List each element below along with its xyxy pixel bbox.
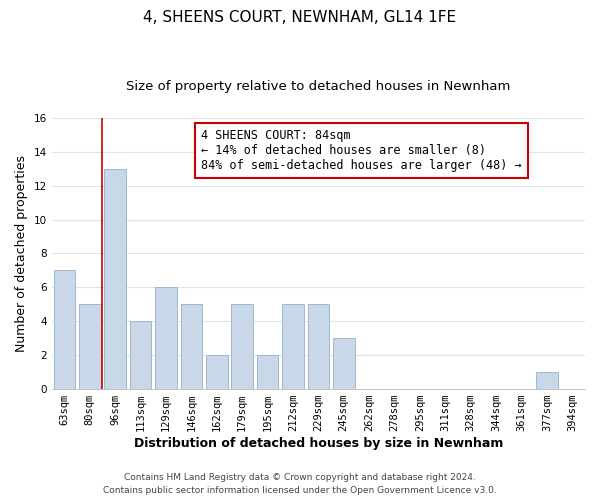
Bar	[79, 304, 101, 389]
Bar	[232, 304, 253, 389]
Bar	[181, 304, 202, 389]
Bar	[282, 304, 304, 389]
Text: 4, SHEENS COURT, NEWNHAM, GL14 1FE: 4, SHEENS COURT, NEWNHAM, GL14 1FE	[143, 10, 457, 25]
Bar	[257, 355, 278, 389]
X-axis label: Distribution of detached houses by size in Newnham: Distribution of detached houses by size …	[134, 437, 503, 450]
Bar	[308, 304, 329, 389]
Bar	[206, 355, 227, 389]
Bar	[333, 338, 355, 389]
Bar	[104, 168, 126, 389]
Bar	[155, 288, 177, 389]
Bar	[536, 372, 557, 389]
Bar	[53, 270, 75, 389]
Text: Contains HM Land Registry data © Crown copyright and database right 2024.
Contai: Contains HM Land Registry data © Crown c…	[103, 473, 497, 495]
Title: Size of property relative to detached houses in Newnham: Size of property relative to detached ho…	[126, 80, 511, 93]
Bar	[130, 322, 151, 389]
Y-axis label: Number of detached properties: Number of detached properties	[15, 155, 28, 352]
Text: 4 SHEENS COURT: 84sqm
← 14% of detached houses are smaller (8)
84% of semi-detac: 4 SHEENS COURT: 84sqm ← 14% of detached …	[201, 128, 521, 172]
